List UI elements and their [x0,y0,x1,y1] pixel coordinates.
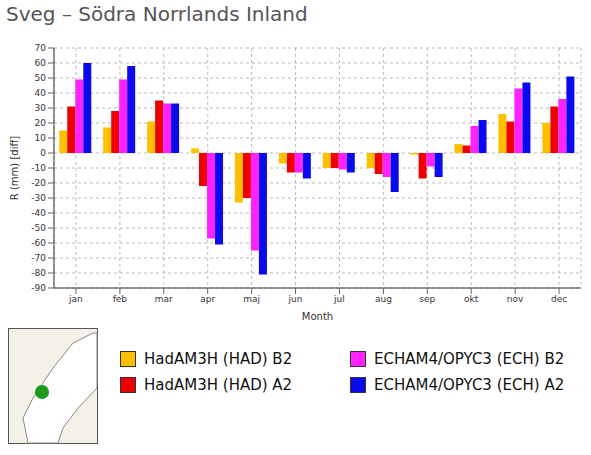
svg-text:mar: mar [155,294,173,304]
html-text:Sveg – Södra Norrlands Inland: Sveg – Södra Norrlands Inland [6,2,308,26]
svg-text:-10: -10 [31,163,46,173]
svg-text:-60: -60 [31,238,46,248]
svg-text:jul: jul [333,294,345,304]
html-text:ECHAM4/OPYC3 (ECH) B2: ECHAM4/OPYC3 (ECH) B2 [374,350,565,368]
svg-text:sep: sep [419,294,435,304]
svg-text:-50: -50 [31,223,46,233]
svg-text:-70: -70 [31,253,46,263]
svg-text:nov: nov [507,294,524,304]
svg-text:-90: -90 [31,283,46,293]
svg-text:-30: -30 [31,193,46,203]
svg-text:10: 10 [35,133,47,143]
svg-text:Month: Month [302,311,333,322]
svg-text:-80: -80 [31,268,46,278]
svg-text:maj: maj [243,294,260,304]
html-text:ECHAM4/OPYC3 (ECH) A2: ECHAM4/OPYC3 (ECH) A2 [374,376,565,394]
svg-text:R (mm) [diff]: R (mm) [diff] [9,136,20,201]
svg-text:jun: jun [288,294,303,304]
svg-text:30: 30 [35,103,47,113]
html-text:HadAM3H (HAD) A2: HadAM3H (HAD) A2 [144,376,293,394]
svg-text:60: 60 [35,58,47,68]
svg-text:50: 50 [35,73,47,83]
svg-text:feb: feb [113,294,128,304]
html-text:HadAM3H (HAD) B2: HadAM3H (HAD) B2 [144,350,293,368]
svg-text:okt: okt [464,294,479,304]
svg-text:0: 0 [40,148,46,158]
svg-text:70: 70 [35,43,47,53]
svg-text:-20: -20 [31,178,46,188]
svg-text:jan: jan [68,294,83,304]
svg-text:dec: dec [551,294,567,304]
svg-text:20: 20 [35,118,47,128]
svg-text:aug: aug [375,294,392,304]
svg-text:40: 40 [35,88,47,98]
svg-text:-40: -40 [31,208,46,218]
svg-text:apr: apr [200,294,215,304]
